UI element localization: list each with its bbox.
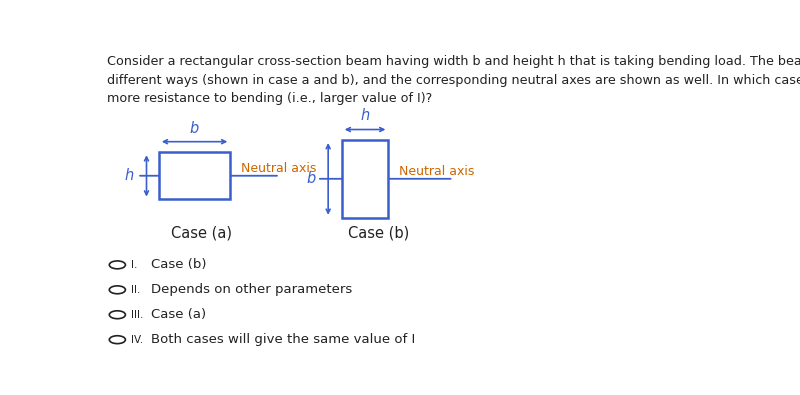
Text: III.: III. (131, 310, 143, 320)
Bar (342, 140, 388, 218)
Bar (159, 152, 230, 199)
Circle shape (110, 311, 126, 319)
Text: II.: II. (131, 285, 140, 295)
Text: IV.: IV. (131, 335, 143, 345)
Text: h: h (125, 168, 134, 183)
Text: Case (a): Case (a) (171, 226, 232, 241)
Circle shape (110, 286, 126, 294)
Text: I.: I. (131, 260, 138, 270)
Text: Both cases will give the same value of I: Both cases will give the same value of I (151, 333, 415, 346)
Text: Neutral axis: Neutral axis (242, 162, 317, 175)
Text: Depends on other parameters: Depends on other parameters (151, 283, 352, 296)
Text: Case (b): Case (b) (348, 226, 410, 241)
Circle shape (110, 336, 126, 344)
Text: h: h (361, 109, 370, 123)
Text: b: b (306, 171, 316, 186)
Text: Case (b): Case (b) (151, 258, 206, 271)
Text: b: b (190, 120, 199, 135)
Text: Consider a rectangular cross-section beam having width b and height h that is ta: Consider a rectangular cross-section bea… (107, 55, 800, 105)
Circle shape (110, 261, 126, 269)
Text: Neutral axis: Neutral axis (399, 165, 474, 178)
Text: Case (a): Case (a) (151, 308, 206, 321)
